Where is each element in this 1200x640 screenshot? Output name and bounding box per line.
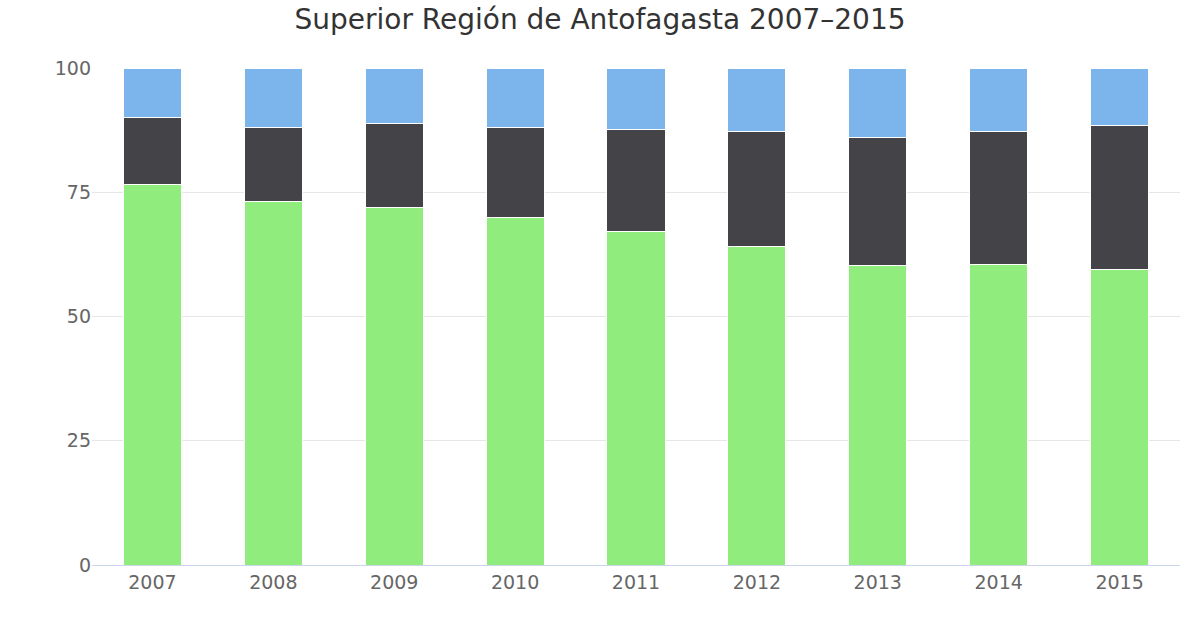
svg-text:Superior Región de Antofagasta: Superior Región de Antofagasta 2007–2015 xyxy=(294,3,905,36)
svg-text:2009: 2009 xyxy=(370,571,418,593)
svg-text:100: 100 xyxy=(55,57,91,79)
svg-text:75: 75 xyxy=(67,181,91,203)
svg-text:2015: 2015 xyxy=(1095,571,1143,593)
svg-text:2013: 2013 xyxy=(854,571,902,593)
svg-text:2011: 2011 xyxy=(612,571,660,593)
svg-text:2014: 2014 xyxy=(974,571,1022,593)
svg-text:25: 25 xyxy=(67,429,91,451)
svg-text:50: 50 xyxy=(67,305,91,327)
svg-text:2010: 2010 xyxy=(491,571,539,593)
svg-text:2008: 2008 xyxy=(249,571,297,593)
svg-text:2012: 2012 xyxy=(733,571,781,593)
svg-text:2007: 2007 xyxy=(128,571,176,593)
svg-text:0: 0 xyxy=(79,554,91,576)
